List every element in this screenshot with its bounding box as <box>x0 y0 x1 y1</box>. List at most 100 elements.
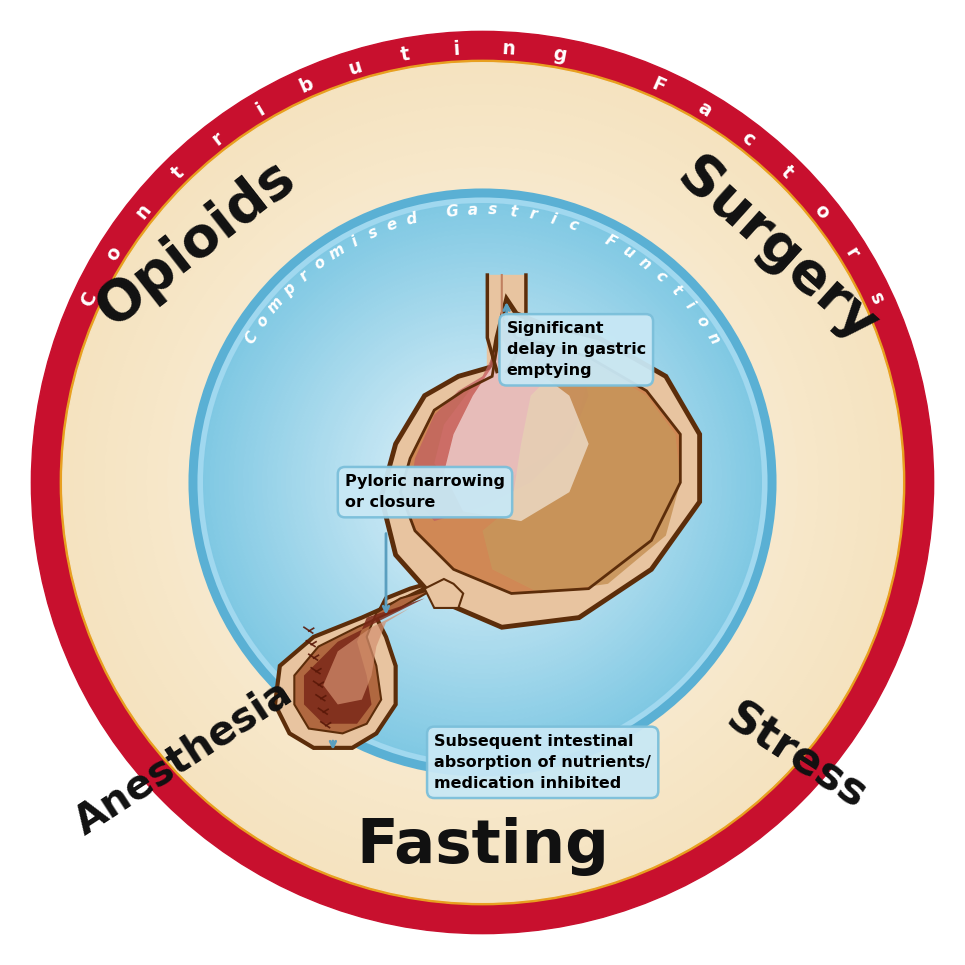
Circle shape <box>115 115 850 850</box>
Circle shape <box>324 324 641 641</box>
Text: i: i <box>253 99 268 120</box>
Circle shape <box>399 399 566 566</box>
Text: n: n <box>704 329 723 346</box>
Circle shape <box>60 60 905 905</box>
Circle shape <box>315 315 650 650</box>
Polygon shape <box>323 608 410 704</box>
Text: Pyloric narrowing
or closure: Pyloric narrowing or closure <box>345 474 505 510</box>
Text: a: a <box>467 203 478 218</box>
Text: c: c <box>652 267 669 285</box>
Text: Surgery: Surgery <box>667 148 887 354</box>
Circle shape <box>209 209 756 756</box>
Text: o: o <box>254 313 272 330</box>
Text: t: t <box>777 163 796 182</box>
Circle shape <box>348 348 617 617</box>
Text: b: b <box>296 74 317 97</box>
Circle shape <box>31 31 934 934</box>
Circle shape <box>311 311 654 654</box>
Circle shape <box>224 224 741 741</box>
Circle shape <box>420 420 545 545</box>
Circle shape <box>252 252 713 713</box>
Text: g: g <box>552 44 568 66</box>
Circle shape <box>273 273 692 692</box>
Circle shape <box>472 472 493 493</box>
Circle shape <box>277 277 688 688</box>
Text: o: o <box>102 243 125 263</box>
Circle shape <box>434 434 531 531</box>
Polygon shape <box>444 338 589 521</box>
Circle shape <box>262 262 703 703</box>
Circle shape <box>195 195 770 770</box>
Circle shape <box>406 406 559 559</box>
Circle shape <box>248 248 717 717</box>
Circle shape <box>377 377 588 588</box>
Circle shape <box>430 430 535 535</box>
Circle shape <box>478 478 487 487</box>
Text: d: d <box>404 210 419 228</box>
Text: Stress: Stress <box>718 697 874 818</box>
Text: C: C <box>242 329 261 346</box>
Text: t: t <box>400 45 411 66</box>
Text: n: n <box>636 254 653 273</box>
Text: i: i <box>549 211 558 227</box>
Circle shape <box>363 363 602 602</box>
Circle shape <box>344 344 621 621</box>
Text: G: G <box>445 204 459 220</box>
Circle shape <box>401 401 564 564</box>
Circle shape <box>440 440 525 525</box>
Text: C: C <box>77 289 100 309</box>
Circle shape <box>253 253 712 712</box>
Text: n: n <box>501 40 515 59</box>
Circle shape <box>367 367 598 598</box>
Circle shape <box>463 463 502 502</box>
Text: r: r <box>296 268 312 285</box>
Text: t: t <box>668 282 683 298</box>
Circle shape <box>397 397 568 568</box>
Circle shape <box>104 104 861 861</box>
Circle shape <box>358 358 607 607</box>
Text: i: i <box>682 298 697 312</box>
Text: s: s <box>366 224 380 241</box>
Text: Fasting: Fasting <box>356 817 609 876</box>
Text: F: F <box>649 74 669 96</box>
Text: t: t <box>509 204 517 219</box>
Polygon shape <box>482 367 680 593</box>
Circle shape <box>229 229 736 736</box>
Circle shape <box>372 372 593 593</box>
Circle shape <box>262 262 703 703</box>
Circle shape <box>306 306 659 659</box>
Text: Significant
delay in gastric
emptying: Significant delay in gastric emptying <box>507 321 646 378</box>
Circle shape <box>368 368 597 597</box>
Circle shape <box>231 231 734 734</box>
Circle shape <box>339 339 626 626</box>
Circle shape <box>293 293 672 672</box>
Circle shape <box>451 451 514 514</box>
Text: e: e <box>385 216 400 234</box>
Circle shape <box>387 387 578 578</box>
Circle shape <box>157 157 808 808</box>
Text: F: F <box>602 233 619 251</box>
Circle shape <box>336 336 629 629</box>
Polygon shape <box>425 579 463 608</box>
Polygon shape <box>294 589 434 733</box>
Text: o: o <box>693 313 711 330</box>
Text: r: r <box>841 244 862 262</box>
Circle shape <box>319 319 646 646</box>
Circle shape <box>283 283 682 682</box>
Text: o: o <box>312 254 329 272</box>
Circle shape <box>468 468 497 497</box>
Circle shape <box>267 267 698 698</box>
Circle shape <box>416 416 549 549</box>
Text: Subsequent intestinal
absorption of nutrients/
medication inhibited: Subsequent intestinal absorption of nutr… <box>434 733 651 791</box>
Circle shape <box>425 425 540 540</box>
Polygon shape <box>275 579 444 748</box>
Polygon shape <box>304 598 425 724</box>
Circle shape <box>382 382 583 583</box>
Circle shape <box>200 200 765 765</box>
Polygon shape <box>381 299 700 627</box>
Circle shape <box>409 409 556 556</box>
Circle shape <box>238 238 727 727</box>
Text: p: p <box>280 281 298 299</box>
Circle shape <box>454 454 511 511</box>
Circle shape <box>439 439 526 526</box>
